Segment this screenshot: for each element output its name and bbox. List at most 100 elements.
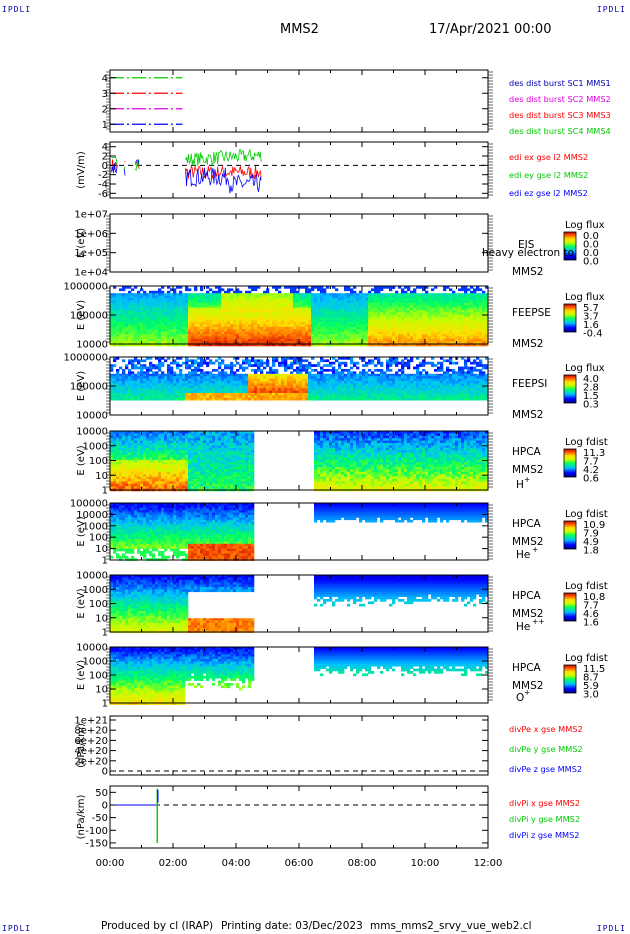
feepsi-cell — [113, 385, 117, 389]
feepse-cell — [140, 338, 144, 342]
feepse-cell — [398, 317, 402, 320]
feepsi-cell — [347, 378, 351, 382]
feepsi-cell — [185, 385, 189, 389]
feepsi-cell — [464, 385, 468, 389]
feepsi-cell — [242, 385, 246, 389]
feepse-cell — [407, 326, 411, 330]
feepsi-cell — [317, 397, 321, 401]
feepsi-cell — [284, 378, 288, 382]
feepse-cell — [386, 298, 390, 301]
feepse-cell — [386, 293, 390, 296]
feepse-cell — [266, 295, 270, 299]
feepse-cell — [203, 305, 207, 308]
feepse-cell — [356, 307, 360, 311]
feepsi-cell — [185, 376, 189, 379]
feepse-cell — [167, 334, 171, 337]
feepse-cell — [479, 324, 483, 328]
feepsi-cell — [419, 388, 423, 391]
feepse-cell — [332, 298, 336, 301]
feepse-cell — [338, 305, 342, 308]
feepse-cell — [116, 326, 120, 330]
feepsi-cell — [386, 359, 390, 363]
feepsi-cell — [143, 381, 147, 384]
feepse-cell — [179, 314, 183, 318]
feepsi-cell — [209, 390, 213, 394]
feepse-cell — [140, 319, 144, 323]
feepsi-cell — [194, 376, 198, 379]
feepsi-cell — [200, 388, 204, 391]
feepse-cell — [482, 324, 486, 328]
feepsi-cell — [233, 397, 237, 401]
feepsi-cell — [179, 390, 183, 394]
feepsi-cell — [212, 376, 216, 379]
feepsi-cell — [461, 366, 465, 370]
feepse-cell — [128, 343, 132, 347]
hpca_h-cell — [113, 476, 117, 480]
feepsi-cell — [176, 393, 180, 396]
feepse-cell — [179, 324, 183, 328]
feepsi-cell — [239, 364, 243, 367]
feepse-cell — [176, 343, 180, 347]
feepse-cell — [215, 322, 219, 325]
feepsi-cell — [305, 397, 309, 401]
feepsi-cell — [194, 395, 198, 399]
feepsi-cell — [173, 381, 177, 384]
feepsi-cell — [401, 378, 405, 382]
feepsi-cell — [323, 381, 327, 384]
feepse-cell — [281, 341, 285, 344]
feepsi-cell — [428, 395, 432, 399]
feepsi-cell — [278, 376, 282, 379]
feepse-cell — [158, 326, 162, 330]
feepsi-cell — [350, 371, 354, 375]
feepsi-cell — [473, 395, 477, 399]
hpca_h-cell — [119, 450, 123, 453]
feepse-cell — [182, 331, 186, 335]
feepse-cell — [140, 329, 144, 332]
feepse-cell — [281, 300, 285, 304]
feepsi-cell — [356, 395, 360, 399]
feepse-cell — [116, 298, 120, 301]
feepsi-cell — [437, 390, 441, 394]
feepse-cell — [119, 305, 123, 308]
feepse-cell — [182, 305, 186, 308]
feepse-cell — [407, 288, 411, 292]
feepse-cell — [134, 314, 138, 318]
feepsi-cell — [293, 388, 297, 391]
feepse-cell — [137, 295, 141, 299]
feepse-cell — [449, 336, 453, 340]
feepse-cell — [479, 314, 483, 318]
feepse-cell — [443, 322, 447, 325]
feepsi-cell — [449, 395, 453, 399]
feepsi-cell — [467, 373, 471, 377]
feepsi-cell — [458, 376, 462, 379]
feepsi-cell — [467, 390, 471, 394]
feepsi-cell — [467, 366, 471, 370]
feepse-cell — [194, 298, 198, 301]
feepse-cell — [410, 331, 414, 335]
feepse-cell — [236, 331, 240, 335]
hpca_h-cell — [110, 443, 114, 446]
feepse-cell — [170, 343, 174, 347]
feepse-cell — [182, 293, 186, 296]
feepse-cell — [323, 305, 327, 308]
feepse-cell — [362, 324, 366, 328]
feepse-cell — [272, 338, 276, 342]
hpca_h-cell — [134, 433, 138, 437]
feepsi-cell — [161, 381, 165, 384]
feepse-cell — [317, 286, 321, 289]
feepse-cell — [422, 319, 426, 323]
feepsi-cell — [347, 373, 351, 377]
feepse-cell — [344, 336, 348, 340]
feepsi-cell — [239, 393, 243, 396]
feepsi-cell — [404, 395, 408, 399]
feepsi-cell — [314, 376, 318, 379]
feepsi-cell — [359, 385, 363, 389]
feepsi-cell — [281, 395, 285, 399]
hpca_h-cell — [119, 479, 123, 482]
feepsi-cell — [263, 381, 267, 384]
feepsi-cell — [344, 395, 348, 399]
feepsi-cell — [323, 385, 327, 389]
feepse-cell — [431, 343, 435, 347]
feepse-cell — [407, 286, 411, 289]
feepsi-cell — [422, 378, 426, 382]
